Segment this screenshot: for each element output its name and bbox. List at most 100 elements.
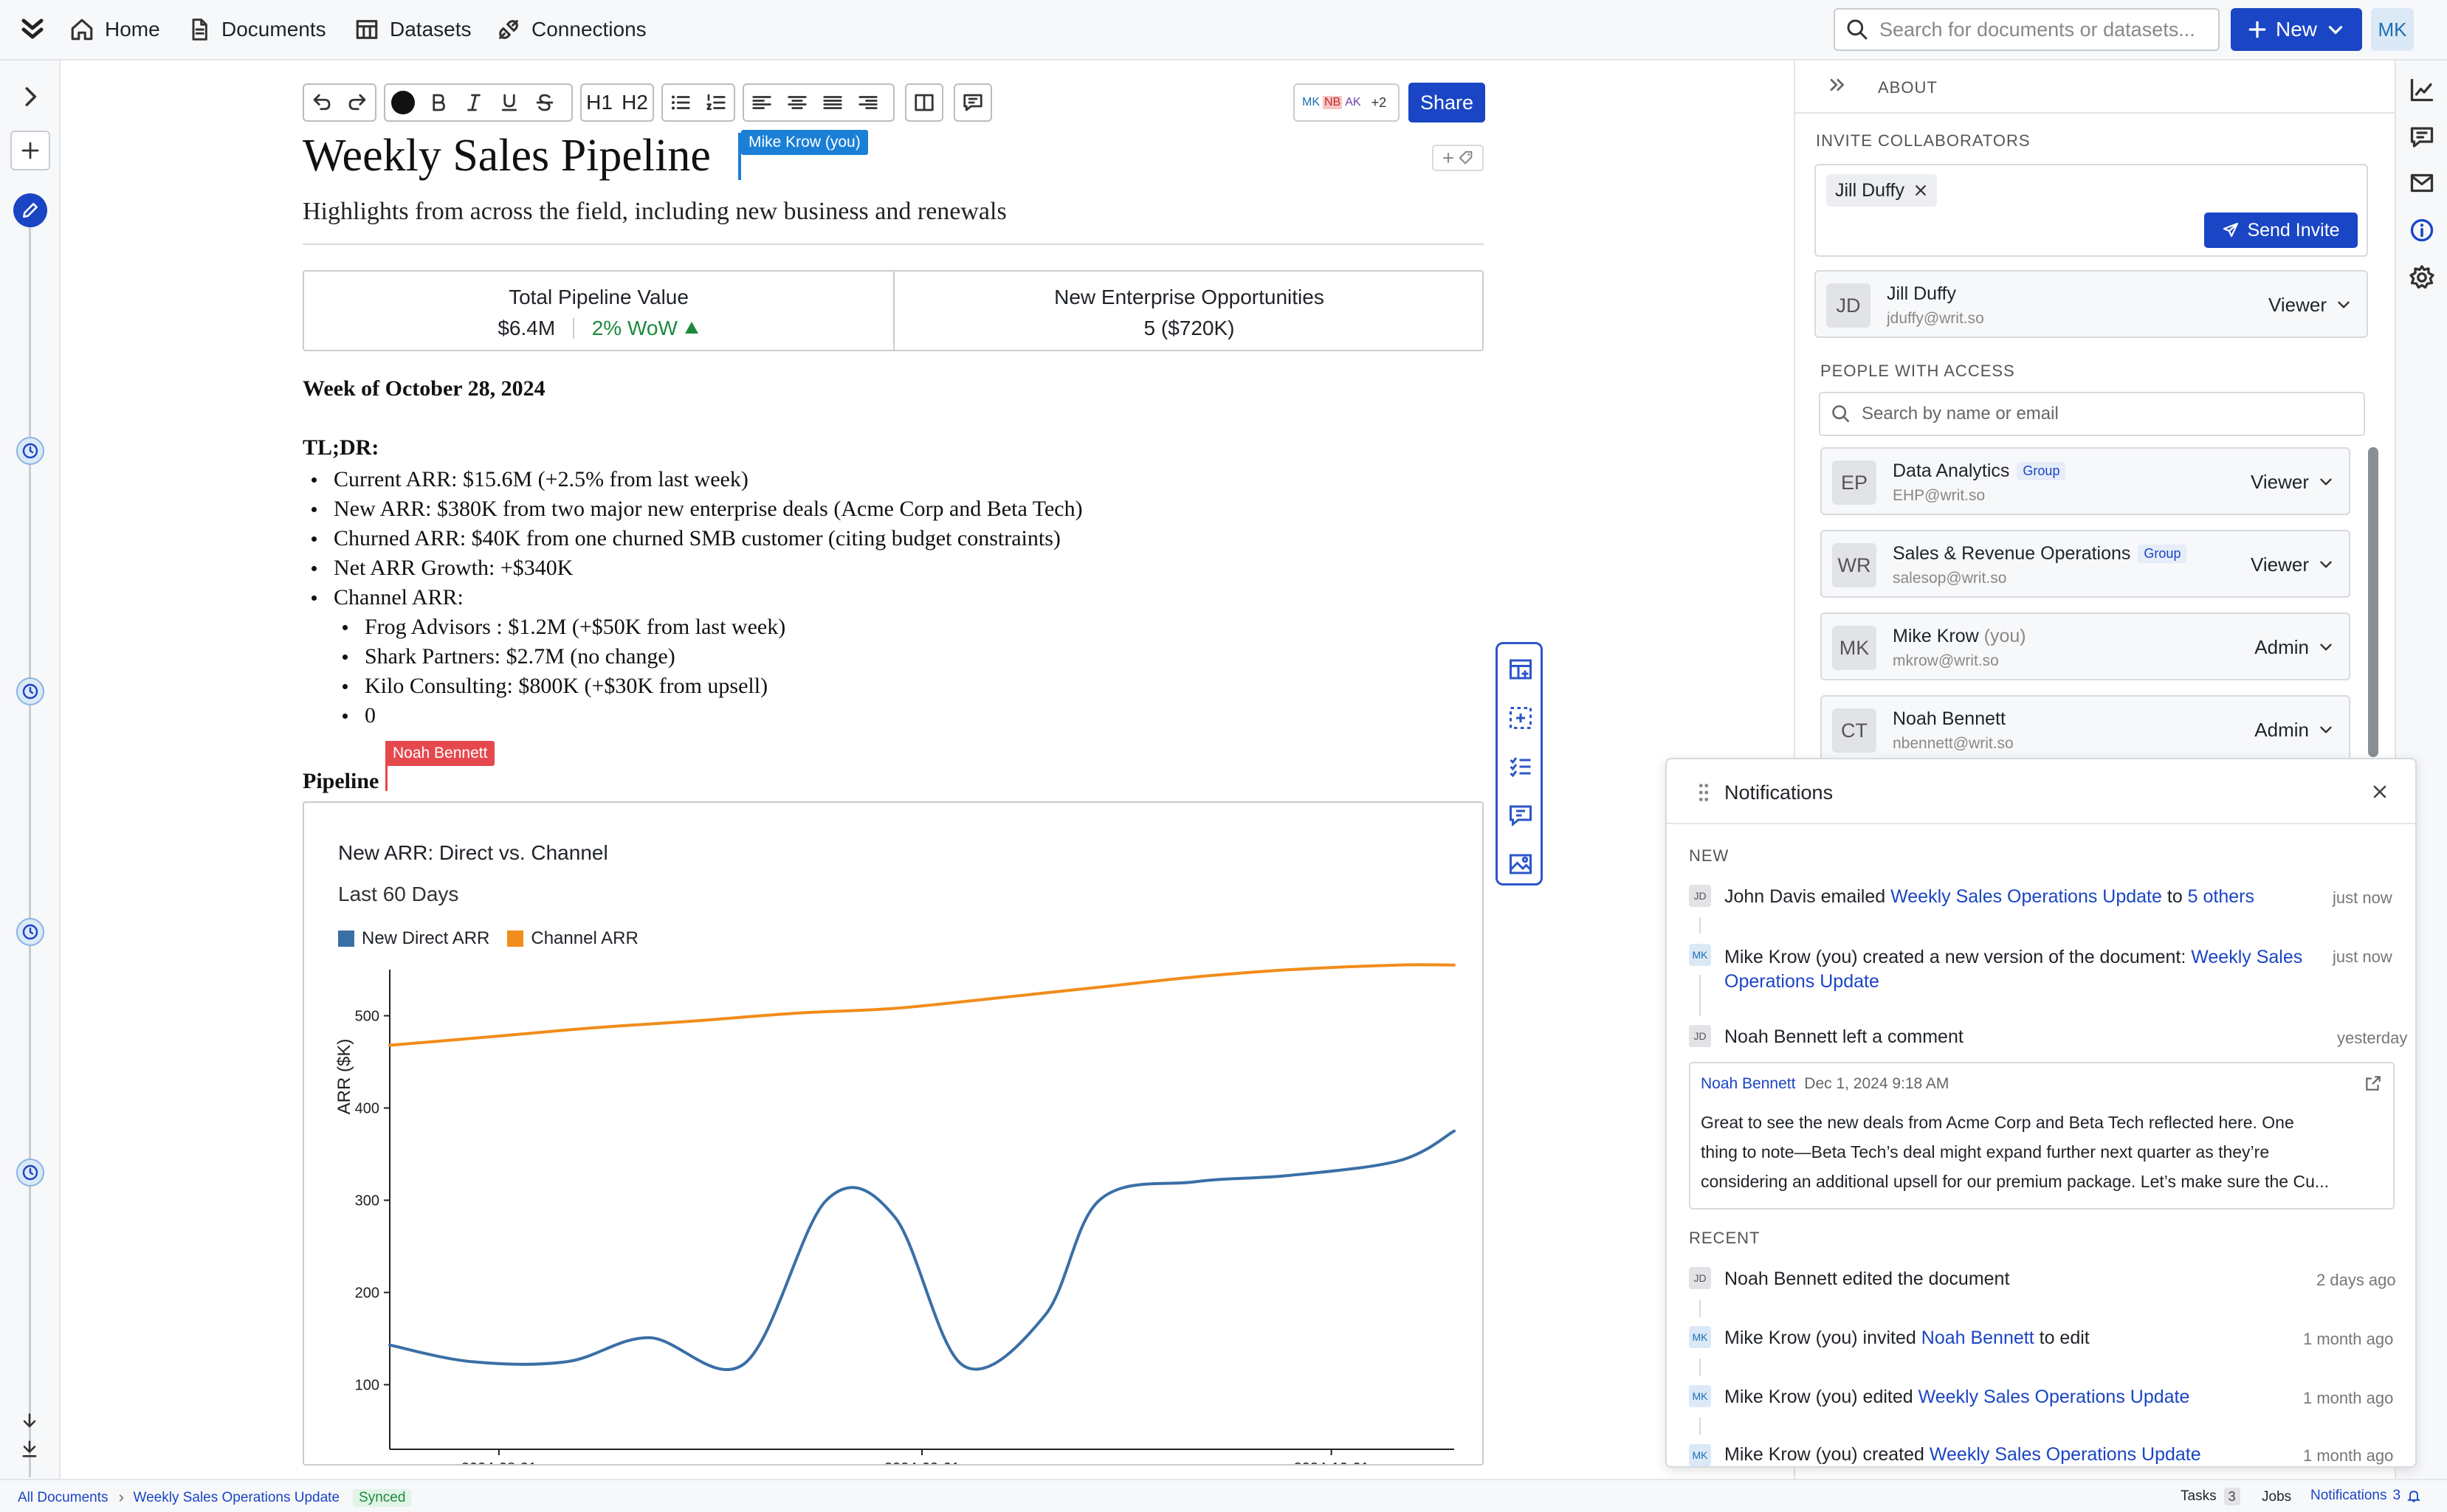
avatar: CT bbox=[1832, 708, 1876, 753]
global-search-input[interactable]: Search for documents or datasets... bbox=[1834, 8, 2220, 51]
expand-sidebar-icon[interactable] bbox=[16, 83, 44, 111]
version-marker-clock-icon[interactable] bbox=[16, 677, 44, 705]
underline-icon[interactable] bbox=[492, 85, 527, 120]
info-icon[interactable] bbox=[2409, 217, 2435, 244]
notification-item[interactable]: Noah Bennett edited the document bbox=[1724, 1268, 2010, 1289]
breadcrumb-all-documents[interactable]: All Documents bbox=[18, 1490, 109, 1505]
numbered-list-icon[interactable] bbox=[698, 85, 734, 120]
columns-icon[interactable] bbox=[906, 85, 942, 120]
insert-checklist-icon[interactable] bbox=[1507, 753, 1534, 780]
undo-icon[interactable] bbox=[304, 85, 340, 120]
tldr-list[interactable]: Current ARR: $15.6M (+2.5% from last wee… bbox=[303, 465, 1484, 612]
send-invite-button[interactable]: Send Invite bbox=[2204, 213, 2358, 248]
user-avatar[interactable]: MK bbox=[2371, 8, 2414, 51]
heading-2-button[interactable]: H2 bbox=[622, 91, 648, 114]
chevron-down-icon[interactable] bbox=[2316, 555, 2336, 574]
role-select[interactable]: Admin bbox=[2254, 719, 2309, 741]
document-link[interactable]: Operations Update bbox=[1724, 971, 1879, 992]
nav-connections[interactable]: Connections bbox=[496, 0, 647, 59]
role-select[interactable]: Admin bbox=[2254, 636, 2309, 658]
edit-mode-button[interactable] bbox=[13, 193, 47, 227]
drag-handle-icon[interactable] bbox=[1696, 781, 1711, 804]
bullet-list-icon[interactable] bbox=[663, 85, 698, 120]
chevron-down-icon[interactable] bbox=[2316, 720, 2336, 739]
align-right-icon[interactable] bbox=[850, 85, 886, 120]
document-link[interactable]: Weekly Sales Operations Update bbox=[1890, 886, 2162, 907]
document-link[interactable]: Weekly Sales bbox=[2191, 947, 2303, 967]
pipeline-heading[interactable]: Pipeline bbox=[303, 769, 379, 793]
share-button[interactable]: Share bbox=[1408, 83, 1485, 122]
gear-icon[interactable] bbox=[2409, 264, 2435, 291]
role-select[interactable]: Viewer bbox=[2250, 553, 2309, 576]
close-icon[interactable] bbox=[1913, 183, 1928, 198]
document-icon bbox=[187, 17, 211, 42]
notification-item[interactable]: Mike Krow (you) invited Noah Bennett to … bbox=[1724, 1328, 2090, 1348]
tldr-heading[interactable]: TL;DR: bbox=[303, 435, 379, 460]
document-title[interactable]: Weekly Sales Pipeline bbox=[303, 131, 711, 181]
week-heading[interactable]: Week of October 28, 2024 bbox=[303, 376, 546, 401]
breadcrumb-document[interactable]: Weekly Sales Operations Update bbox=[133, 1490, 340, 1505]
notification-item[interactable]: Mike Krow (you) edited Weekly Sales Oper… bbox=[1724, 1387, 2190, 1407]
insert-block-icon[interactable] bbox=[1507, 705, 1534, 731]
document-subtitle[interactable]: Highlights from across the field, includ… bbox=[303, 198, 1007, 225]
notification-item[interactable]: Noah Bennett left a comment bbox=[1724, 1026, 1964, 1047]
align-justify-icon[interactable] bbox=[815, 85, 850, 120]
presence-avatars[interactable]: MK NB AK +2 bbox=[1293, 83, 1400, 122]
heading-1-button[interactable]: H1 bbox=[586, 91, 613, 114]
role-select[interactable]: Viewer bbox=[2268, 294, 2327, 316]
arrow-down-icon[interactable] bbox=[19, 1411, 40, 1432]
comment-card[interactable]: Noah Bennett Dec 1, 2024 9:18 AM Great t… bbox=[1689, 1062, 2395, 1209]
scrollbar[interactable] bbox=[2368, 447, 2378, 757]
chart-icon[interactable] bbox=[2409, 77, 2435, 103]
version-marker-clock-icon[interactable] bbox=[16, 437, 44, 465]
chart-block[interactable]: New ARR: Direct vs. Channel Last 60 Days… bbox=[303, 801, 1484, 1466]
invite-input[interactable]: Jill Duffy Send Invite bbox=[1814, 164, 2368, 257]
add-version-button[interactable] bbox=[10, 131, 50, 170]
role-select[interactable]: Viewer bbox=[2250, 471, 2309, 493]
external-link-icon[interactable] bbox=[2364, 1074, 2383, 1093]
text-color-icon[interactable] bbox=[385, 85, 421, 120]
document-link[interactable]: Weekly Sales Operations Update bbox=[1918, 1387, 2190, 1407]
user-link[interactable]: Noah Bennett bbox=[1921, 1328, 2034, 1348]
app-logo-icon[interactable] bbox=[18, 15, 47, 44]
strikethrough-icon[interactable] bbox=[527, 85, 562, 120]
status-jobs[interactable]: Jobs bbox=[2262, 1489, 2292, 1505]
nav-documents[interactable]: Documents bbox=[187, 0, 326, 59]
comments-icon[interactable] bbox=[2409, 124, 2435, 151]
status-notifications[interactable]: Notifications 3 bbox=[2310, 1488, 2421, 1504]
nav-datasets[interactable]: Datasets bbox=[354, 0, 472, 59]
search-icon bbox=[1831, 404, 1851, 424]
align-left-icon[interactable] bbox=[744, 85, 779, 120]
notification-item[interactable]: Mike Krow (you) created a new version of… bbox=[1724, 947, 2303, 992]
chevron-down-icon[interactable] bbox=[2334, 295, 2353, 314]
recipients-link[interactable]: 5 others bbox=[2187, 886, 2255, 907]
insert-comment-icon[interactable] bbox=[1507, 802, 1534, 829]
new-button[interactable]: New bbox=[2231, 8, 2362, 51]
channel-sublist[interactable]: Frog Advisors : $1.2M (+$50K from last w… bbox=[334, 612, 1441, 731]
collapse-panel-icon[interactable] bbox=[1826, 74, 1848, 96]
nav-home[interactable]: Home bbox=[69, 0, 160, 59]
insert-table-icon[interactable] bbox=[1507, 656, 1534, 683]
mail-icon[interactable] bbox=[2409, 170, 2435, 196]
notification-item[interactable]: Mike Krow (you) created Weekly Sales Ope… bbox=[1724, 1444, 2201, 1465]
plus-icon bbox=[2248, 20, 2267, 39]
italic-icon[interactable] bbox=[456, 85, 492, 120]
bold-icon[interactable] bbox=[421, 85, 456, 120]
add-tag-button[interactable] bbox=[1432, 145, 1484, 171]
status-tasks[interactable]: Tasks 3 bbox=[2181, 1488, 2240, 1505]
chevron-down-icon[interactable] bbox=[2316, 638, 2336, 657]
invite-chip[interactable]: Jill Duffy bbox=[1826, 174, 1938, 207]
chevron-down-icon[interactable] bbox=[2316, 472, 2336, 491]
version-marker-clock-icon[interactable] bbox=[16, 1159, 44, 1187]
arrow-down-to-line-icon[interactable] bbox=[19, 1439, 40, 1460]
redo-icon[interactable] bbox=[340, 85, 375, 120]
insert-image-icon[interactable] bbox=[1507, 851, 1534, 877]
align-center-icon[interactable] bbox=[779, 85, 815, 120]
document-link[interactable]: Weekly Sales Operations Update bbox=[1929, 1444, 2201, 1465]
people-search-input[interactable]: Search by name or email bbox=[1819, 392, 2365, 436]
version-marker-clock-icon[interactable] bbox=[16, 918, 44, 946]
comment-author[interactable]: Noah Bennett bbox=[1701, 1075, 1796, 1092]
notification-item[interactable]: John Davis emailed Weekly Sales Operatio… bbox=[1724, 886, 2255, 907]
close-icon[interactable] bbox=[2369, 781, 2390, 802]
add-comment-icon[interactable] bbox=[955, 85, 991, 120]
